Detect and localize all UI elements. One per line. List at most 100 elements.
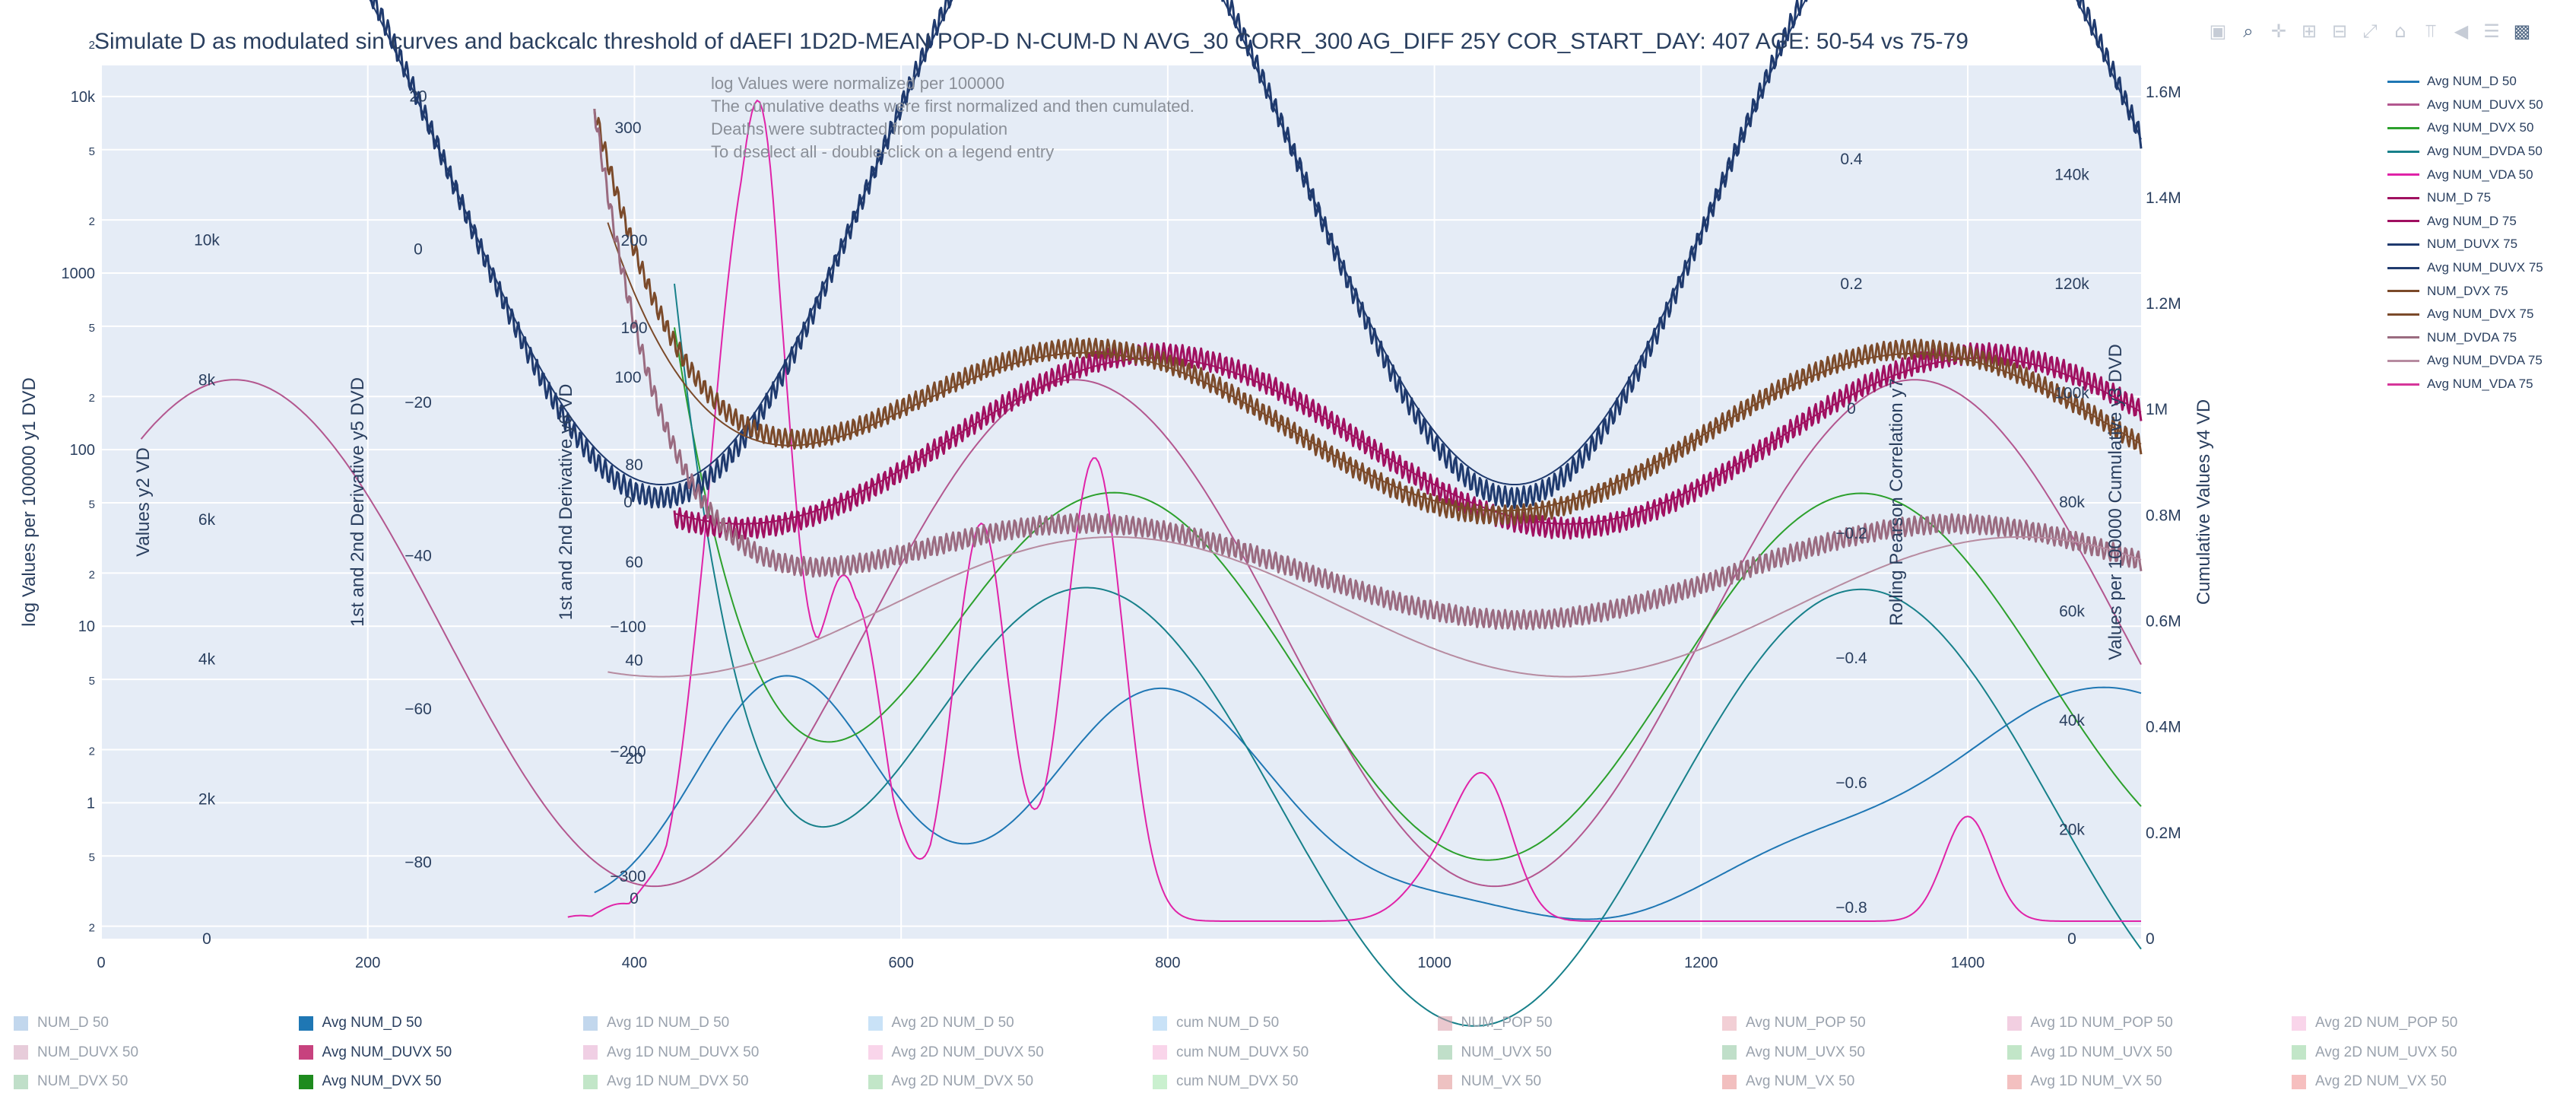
legend-bottom-label: Avg 2D NUM_DVX 50 [891, 1073, 1034, 1090]
zoom-out-icon[interactable]: ⊟ [2331, 21, 2348, 42]
legend-bottom-item[interactable]: cum NUM_DUVX 50 [1153, 1038, 1438, 1068]
zoom-icon[interactable]: ⌕ [2243, 21, 2254, 42]
annotation-cumulated: The cumulative deaths were first normali… [711, 97, 1194, 116]
legend-bottom-label: NUM_UVX 50 [1461, 1044, 1552, 1060]
legend-bottom-item[interactable]: cum NUM_DVX 50 [1153, 1067, 1438, 1097]
legend-right-item[interactable]: NUM_DVX 75 [2387, 279, 2574, 303]
spike-lines-icon[interactable]: ⫪ [2425, 21, 2436, 42]
home-icon[interactable]: ⌂ [2394, 21, 2406, 42]
legend-bottom-item[interactable]: Avg 2D NUM_DUVX 50 [868, 1038, 1153, 1068]
y5-tick-label: −40 [404, 547, 432, 564]
series-line-num-dvx-75[interactable] [593, 109, 2143, 526]
y2-tick-label: 0 [202, 930, 211, 948]
legend-swatch [1722, 1045, 1737, 1060]
legend-right-item[interactable]: Avg NUM_DVX 50 [2387, 116, 2574, 140]
legend-bottom-item[interactable]: cum NUM_D 50 [1153, 1009, 1438, 1038]
pan-icon[interactable]: ✛ [2270, 21, 2287, 42]
legend-swatch [14, 1045, 28, 1060]
legend-bottom-item[interactable]: Avg 1D NUM_DVX 50 [583, 1067, 868, 1097]
series-line-num-duvx-75[interactable] [101, 0, 2143, 510]
legend-bottom-label: Avg NUM_POP 50 [1746, 1015, 1866, 1031]
series-line-avg-num-dvx-50[interactable] [674, 327, 2142, 861]
legend-bottom-label: Avg 2D NUM_D 50 [891, 1015, 1014, 1031]
legend-right-item[interactable]: Avg NUM_DVDA 50 [2387, 140, 2574, 164]
legend-bottom-item[interactable]: Avg 2D NUM_D 50 [868, 1009, 1153, 1038]
legend-right-item[interactable]: NUM_DVDA 75 [2387, 326, 2574, 350]
zoom-in-icon[interactable]: ⊞ [2301, 21, 2317, 42]
y6-tick-label: 0 [623, 494, 633, 511]
legend-bottom-item[interactable]: NUM_UVX 50 [1437, 1038, 1723, 1068]
y1-tick-label: 2 [89, 39, 95, 52]
series-line-avg-num-duvx-50[interactable] [140, 379, 2142, 888]
legend-swatch [298, 1015, 313, 1031]
legend-bottom-item[interactable]: NUM_VX 50 [1437, 1067, 1723, 1097]
series-line-avg-num-d-50[interactable] [594, 675, 2142, 920]
legend-bottom-item[interactable]: Avg NUM_POP 50 [1722, 1009, 2007, 1038]
legend-bottom-item[interactable]: NUM_DVX 50 [14, 1067, 299, 1097]
legend-right-item[interactable]: Avg NUM_D 75 [2387, 210, 2574, 234]
legend-bottom-item[interactable]: Avg 2D NUM_UVX 50 [2292, 1038, 2576, 1068]
y7-tick-label: 0.2 [1840, 275, 1862, 293]
y7-tick-label: 0 [1847, 400, 1856, 418]
legend-bottom-item[interactable]: Avg 1D NUM_D 50 [583, 1009, 868, 1038]
y4-tick-label: 1M [2146, 401, 2168, 418]
legend-right-item[interactable]: Avg NUM_VDA 50 [2387, 163, 2574, 186]
legend-right-label: NUM_D 75 [2427, 190, 2492, 205]
legend-right-label: Avg NUM_VDA 50 [2427, 167, 2533, 182]
legend-bottom-label: Avg 1D NUM_D 50 [607, 1015, 730, 1031]
series-line-avg-num-duvx-75[interactable] [101, 0, 2142, 485]
legend-right-item[interactable]: NUM_D 75 [2387, 186, 2574, 210]
y6-tick-label: −200 [610, 743, 646, 761]
legend-bottom-item[interactable]: Avg 1D NUM_UVX 50 [2007, 1038, 2292, 1068]
legend-bottom-label: Avg 1D NUM_POP 50 [2030, 1015, 2173, 1031]
legend-bottom-item[interactable]: Avg NUM_D 50 [298, 1009, 584, 1038]
legend-swatch [583, 1015, 598, 1031]
y6-tick-label: −300 [610, 868, 646, 885]
series-line-avg-num-dvda-75[interactable] [608, 536, 2142, 678]
series-line-num-dvda-75[interactable] [593, 109, 2143, 631]
legend-right-item[interactable]: Avg NUM_DUVX 50 [2387, 94, 2574, 117]
legend-bottom-item[interactable]: Avg 2D NUM_DVX 50 [868, 1067, 1153, 1097]
series-line-avg-num-vda-50[interactable] [567, 100, 2141, 922]
y6-tick-label: 300 [614, 119, 641, 137]
series-line-avg-num-dvx-75[interactable] [607, 222, 2142, 512]
legend-bottom-item[interactable]: Avg 1D NUM_VX 50 [2007, 1067, 2292, 1097]
legend-bottom-item[interactable]: Avg 2D NUM_VX 50 [2292, 1067, 2576, 1097]
y3-tick-label: 100k [2054, 385, 2089, 402]
legend-bottom-item[interactable]: Avg NUM_DUVX 50 [298, 1038, 584, 1068]
legend-bottom-item[interactable]: Avg 2D NUM_POP 50 [2292, 1009, 2576, 1038]
legend-right-item[interactable]: Avg NUM_VDA 75 [2387, 373, 2574, 396]
legend-bottom-item[interactable]: NUM_DUVX 50 [14, 1038, 299, 1068]
legend-bottom-label: Avg 2D NUM_UVX 50 [2315, 1044, 2457, 1060]
y6-secondary-tick-label: 60 [625, 554, 642, 571]
legend-bottom-item[interactable]: Avg 1D NUM_DUVX 50 [583, 1038, 868, 1068]
legend-bottom-item[interactable]: Avg NUM_VX 50 [1722, 1067, 2007, 1097]
legend-bottom-item[interactable]: NUM_POP 50 [1437, 1009, 1723, 1038]
plotly-logo-icon[interactable]: ▩ [2513, 21, 2531, 42]
legend-bottom-label: Avg 1D NUM_DVX 50 [607, 1073, 749, 1090]
camera-icon[interactable]: ▣ [2209, 21, 2227, 42]
hover-compare-icon[interactable]: ☰ [2483, 21, 2500, 42]
legend-right-item[interactable]: Avg NUM_D 50 [2387, 70, 2574, 94]
legend-bottom-item[interactable]: NUM_D 50 [14, 1009, 299, 1038]
series-line-num-d-75[interactable] [673, 342, 2143, 540]
legend-right-label: Avg NUM_DVDA 75 [2427, 353, 2543, 368]
legend-swatch [2292, 1045, 2306, 1060]
legend-bottom-item[interactable]: Avg 1D NUM_POP 50 [2007, 1009, 2292, 1038]
legend-right-item[interactable]: NUM_DUVX 75 [2387, 233, 2574, 256]
series-line-avg-num-d-75[interactable] [674, 357, 2142, 525]
y2-tick-label: 4k [198, 651, 216, 669]
legend-right-item[interactable]: Avg NUM_DUVX 75 [2387, 256, 2574, 280]
legend-right-item[interactable]: Avg NUM_DVX 75 [2387, 303, 2574, 326]
legend-right-item[interactable]: Avg NUM_DVDA 75 [2387, 349, 2574, 373]
legend-bottom-label: NUM_DUVX 50 [37, 1044, 139, 1060]
x-tick-label: 1200 [1684, 955, 1718, 971]
legend-bottom-item[interactable]: Avg NUM_DVX 50 [298, 1067, 584, 1097]
legend-bottom-label: Avg 1D NUM_VX 50 [2030, 1073, 2162, 1090]
hover-closest-icon[interactable]: ◀ [2454, 21, 2469, 42]
legend-bottom-item[interactable]: Avg NUM_UVX 50 [1722, 1038, 2007, 1068]
autoscale-icon[interactable]: ⤢ [2362, 21, 2378, 42]
x-tick-label: 1000 [1417, 955, 1451, 971]
series-line-avg-num-dvda-50[interactable] [674, 283, 2142, 1027]
y1-tick-label: 5 [89, 145, 95, 158]
